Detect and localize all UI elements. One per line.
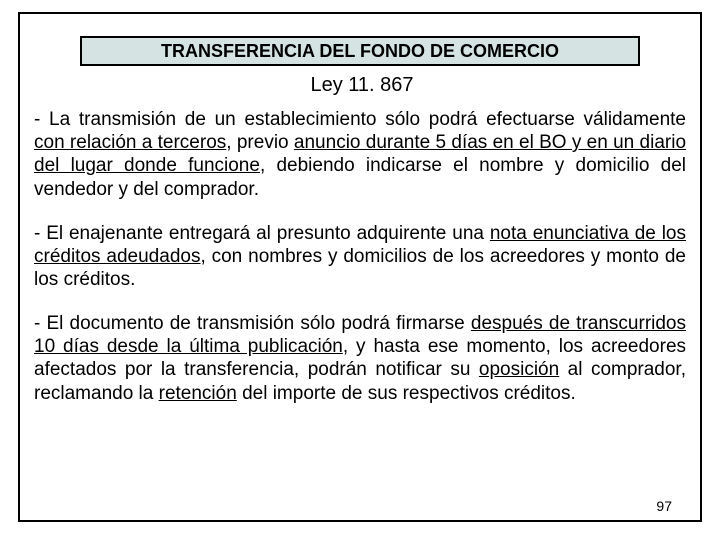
subtitle: Ley 11. 867: [20, 74, 704, 97]
page-number: 97: [656, 498, 672, 514]
p1-u1: con relación a terceros: [34, 132, 226, 153]
paragraph-2: - El enajenante entregará al presunto ad…: [34, 222, 686, 292]
p3-u3: retención: [159, 383, 237, 404]
title-text: TRANSFERENCIA DEL FONDO DE COMERCIO: [161, 41, 559, 61]
p2-t1: - El enajenante entregará al presunto ad…: [34, 223, 490, 244]
paragraph-1: - La transmisión de un establecimiento s…: [34, 108, 686, 201]
p3-t4: del importe de sus respectivos créditos.: [237, 383, 576, 404]
p3-u2: oposición: [479, 359, 559, 380]
title-box: TRANSFERENCIA DEL FONDO DE COMERCIO: [80, 36, 640, 66]
slide: TRANSFERENCIA DEL FONDO DE COMERCIO Ley …: [0, 0, 720, 540]
subtitle-text: Ley 11. 867: [310, 74, 413, 96]
paragraph-3: - El documento de transmisión sólo podrá…: [34, 312, 686, 405]
p1-t2: , previo: [226, 132, 294, 153]
p1-t1: - La transmisión de un establecimiento s…: [34, 109, 686, 130]
page-number-text: 97: [656, 498, 672, 514]
p3-t1: - El documento de transmisión sólo podrá…: [34, 313, 471, 334]
content-frame: TRANSFERENCIA DEL FONDO DE COMERCIO Ley …: [18, 12, 702, 522]
